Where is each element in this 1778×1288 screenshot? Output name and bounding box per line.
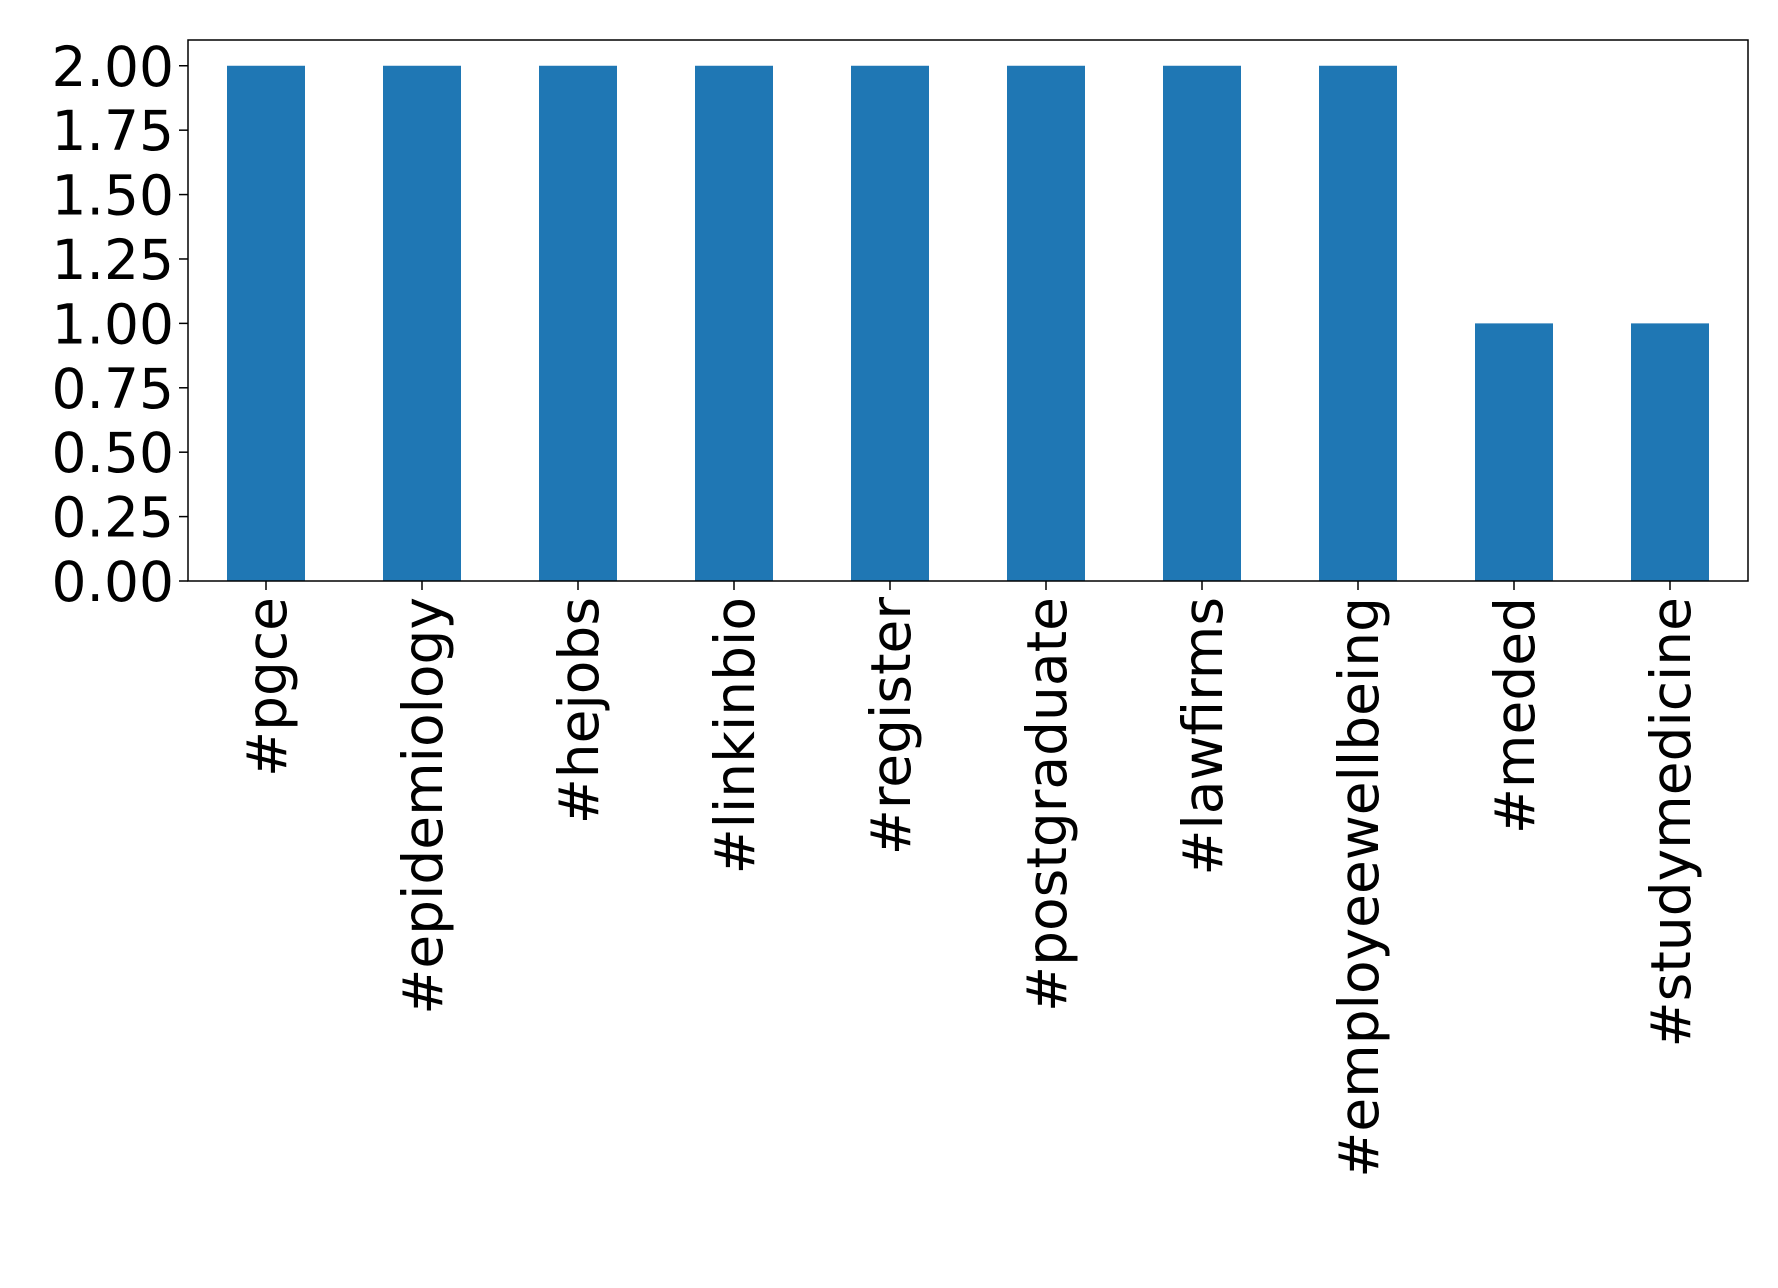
bar [695,65,773,581]
x-tick-label: #studymedicine [1639,597,1703,1047]
y-tick-label: 1.75 [52,99,174,163]
y-tick-label: 0.50 [52,421,174,485]
y-tick-label: 1.00 [52,292,174,356]
x-tick-label: #pgce [235,597,299,777]
y-tick-label: 2.00 [52,35,174,99]
x-tick-label: #employeewellbeing [1327,597,1391,1178]
x-tick-label: #lawfirms [1171,597,1235,876]
bar [851,65,929,581]
bar [1163,65,1241,581]
x-tick-label: #postgraduate [1015,597,1079,1012]
x-tick-label: #epidemiology [391,597,455,1015]
bar [383,65,461,581]
y-tick-label: 0.75 [52,357,174,421]
y-tick-label: 1.25 [52,228,174,292]
x-tick-label: #linkinbio [703,597,767,874]
x-tick-label: #hejobs [547,597,611,824]
bar [1319,65,1397,581]
bar [227,65,305,581]
bar [539,65,617,581]
bar [1631,323,1709,581]
plot-frame [187,39,1749,582]
y-tick-label: 0.00 [52,550,174,614]
bar [1475,323,1553,581]
y-tick-label: 0.25 [52,486,174,550]
x-tick-label: #meded [1483,597,1547,834]
x-tick-label: #register [859,597,923,856]
bar [1007,65,1085,581]
y-tick-label: 1.50 [52,164,174,228]
